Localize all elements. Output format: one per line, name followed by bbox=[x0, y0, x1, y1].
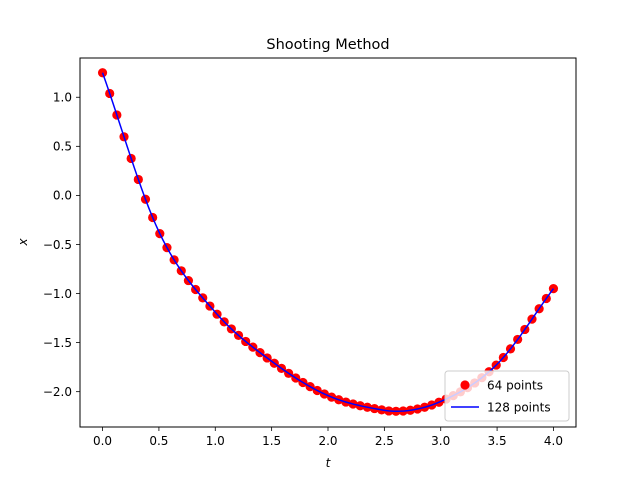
chart-title: Shooting Method bbox=[266, 37, 389, 53]
y-tick-label: 0.5 bbox=[53, 140, 72, 154]
y-tick-label: −1.5 bbox=[43, 336, 72, 350]
legend-marker-64-points bbox=[460, 380, 470, 390]
x-tick-label: 1.0 bbox=[206, 434, 225, 448]
y-axis-label: x bbox=[16, 238, 30, 247]
x-tick-label: 0.5 bbox=[149, 434, 168, 448]
legend-label-64-points: 64 points bbox=[487, 379, 543, 393]
legend-label-128-points: 128 points bbox=[487, 401, 551, 415]
y-tick-label: −0.5 bbox=[43, 238, 72, 252]
x-tick-label: 1.5 bbox=[262, 434, 281, 448]
y-tick-label: −1.0 bbox=[43, 287, 72, 301]
x-tick-label: 0.0 bbox=[93, 434, 112, 448]
x-tick-label: 4.0 bbox=[544, 434, 563, 448]
legend: 64 points 128 points bbox=[444, 370, 570, 422]
y-tick-label: −2.0 bbox=[43, 385, 72, 399]
x-tick-label: 3.0 bbox=[431, 434, 450, 448]
x-tick-label: 2.5 bbox=[375, 434, 394, 448]
x-axis: 0.0 0.5 1.0 1.5 2.0 2.5 3.0 3.5 4.0 bbox=[93, 427, 563, 448]
x-tick-label: 3.5 bbox=[488, 434, 507, 448]
y-tick-label: 0.0 bbox=[53, 189, 72, 203]
legend-box bbox=[444, 370, 570, 422]
x-tick-label: 2.0 bbox=[318, 434, 337, 448]
y-axis: 1.0 0.5 0.0 −0.5 −1.0 −1.5 −2.0 bbox=[43, 91, 80, 399]
y-tick-label: 1.0 bbox=[53, 91, 72, 105]
x-axis-label: t bbox=[326, 456, 332, 470]
plot-area bbox=[80, 58, 576, 427]
